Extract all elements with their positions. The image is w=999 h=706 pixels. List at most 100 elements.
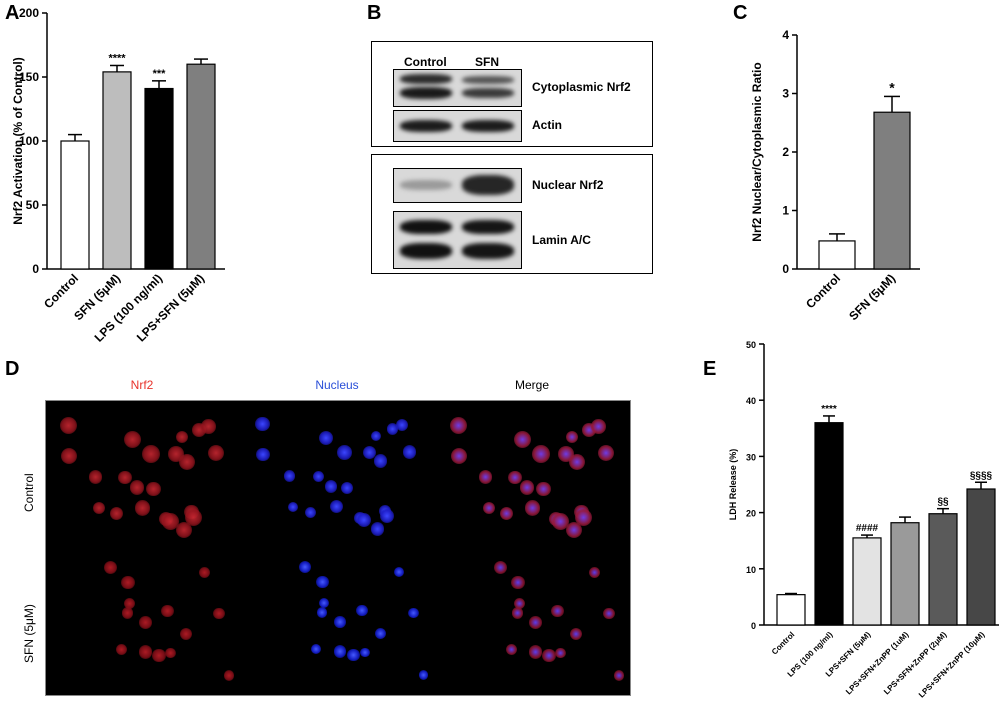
cell-nucleus [528,645,542,659]
cell-nucleus [316,606,328,618]
bar [818,240,856,270]
cell-nucleus [121,575,135,590]
cell-nucleus [88,470,103,484]
micro-row-label-control: Control [22,473,36,512]
cell-nucleus [482,501,496,515]
cell-nucleus [324,480,337,493]
micro-row-label-sfn: SFN (5μM) [22,604,36,663]
cell-nucleus [207,445,224,462]
cell-nucleus [165,647,176,659]
cell-nucleus [355,604,368,617]
significance-label: **** [821,404,837,415]
cell-nucleus [179,627,192,641]
cell-nucleus [199,567,211,579]
cell-nucleus [550,604,564,618]
cell-nucleus [574,508,592,526]
micro-col-label-merge: Merge [514,378,549,392]
cell-nucleus [508,470,522,485]
panel-letter-a: A [5,2,20,24]
cell-nucleus [103,560,118,574]
y-tick-label: 40 [746,396,756,406]
significance-label: #### [856,523,879,534]
micro-col-label-nucleus: Nucleus [315,378,359,392]
cell-nucleus [160,604,174,618]
cell-nucleus [178,454,195,471]
bar [776,594,806,626]
x-tick-label: Control [41,271,81,311]
cell-nucleus [373,454,388,468]
cell-nucleus [255,447,270,462]
cell-nucleus [60,447,78,465]
cell-nucleus [123,430,142,448]
cell-nucleus [478,470,493,484]
micro-col-label-nrf2: Nrf2 [130,378,154,392]
cell-nucleus [145,481,161,497]
cell-nucleus [168,446,184,462]
bar [890,522,920,626]
cell-nucleus [176,522,193,539]
cell-nucleus [123,598,136,610]
cell-nucleus [60,416,78,434]
significance-label: **** [108,52,126,64]
bar [852,537,882,626]
blot-label-lamin: Lamin A/C [532,233,591,247]
cell-nucleus [529,616,542,629]
cell-nucleus [505,643,517,655]
y-tick-label: 50 [746,340,756,350]
cell-nucleus [418,670,428,680]
cell-nucleus [201,419,216,434]
significance-label: * [889,79,895,95]
cell-nucleus [337,445,352,461]
cell-nucleus [340,481,354,494]
cell-nucleus [357,513,372,528]
y-tick-label: 4 [782,28,789,42]
cell-nucleus [568,454,585,471]
cell-nucleus [109,506,123,521]
cell-nucleus [287,501,299,513]
blot-strip-cytoplasmic-nrf2 [393,69,522,107]
cell-nucleus [511,575,525,590]
chart-a: 0 50 100 150 200 Nrf2 Activation (% of Contro… [11,6,225,345]
cell-nucleus [176,430,189,443]
blot-strip-lamin [393,211,522,269]
cell-nucleus [402,445,416,459]
x-tick-label: Control [803,271,843,311]
cell-nucleus [450,416,468,434]
cell-nucleus [360,647,370,658]
blot-label-actin: Actin [532,118,562,132]
blot-label-nuclear-nrf2: Nuclear Nrf2 [532,178,604,192]
cell-nucleus [115,643,127,655]
panel-letter-b: B [367,2,382,24]
cell-nucleus [519,480,535,495]
significance-label: *** [153,68,167,80]
cell-nucleus [118,470,132,485]
y-tick-label: 10 [746,565,756,575]
cell-nucleus [535,481,551,497]
cell-nucleus [569,627,582,641]
blot-strip-nuclear-nrf2 [393,168,522,203]
cell-nucleus [394,567,405,578]
cell-nucleus [255,416,270,431]
cell-nucleus [139,616,152,629]
cell-nucleus [552,513,569,530]
cell-nucleus [396,419,409,432]
cell-nucleus [613,670,624,681]
cell-nucleus [138,645,152,659]
y-tick-label: 0 [751,621,756,631]
blot-label-cytoplasmic-nrf2: Cytoplasmic Nrf2 [532,80,631,94]
lane-label-sfn: SFN [475,55,499,69]
cell-nucleus [129,480,145,495]
cell-nucleus [92,501,106,515]
cell-nucleus [566,430,579,443]
cell-nucleus [499,506,513,521]
bar [102,71,132,270]
y-tick-label: 20 [746,509,756,519]
bar [144,87,174,270]
bar [186,63,216,270]
cell-nucleus [374,627,386,640]
x-tick-label: LPS+SFN+ZnPP (1uM) [844,630,911,697]
cell-nucleus [283,470,296,482]
cell-nucleus [532,445,550,464]
micrograph-control-nrf2 [46,401,239,547]
cell-nucleus [223,670,234,681]
